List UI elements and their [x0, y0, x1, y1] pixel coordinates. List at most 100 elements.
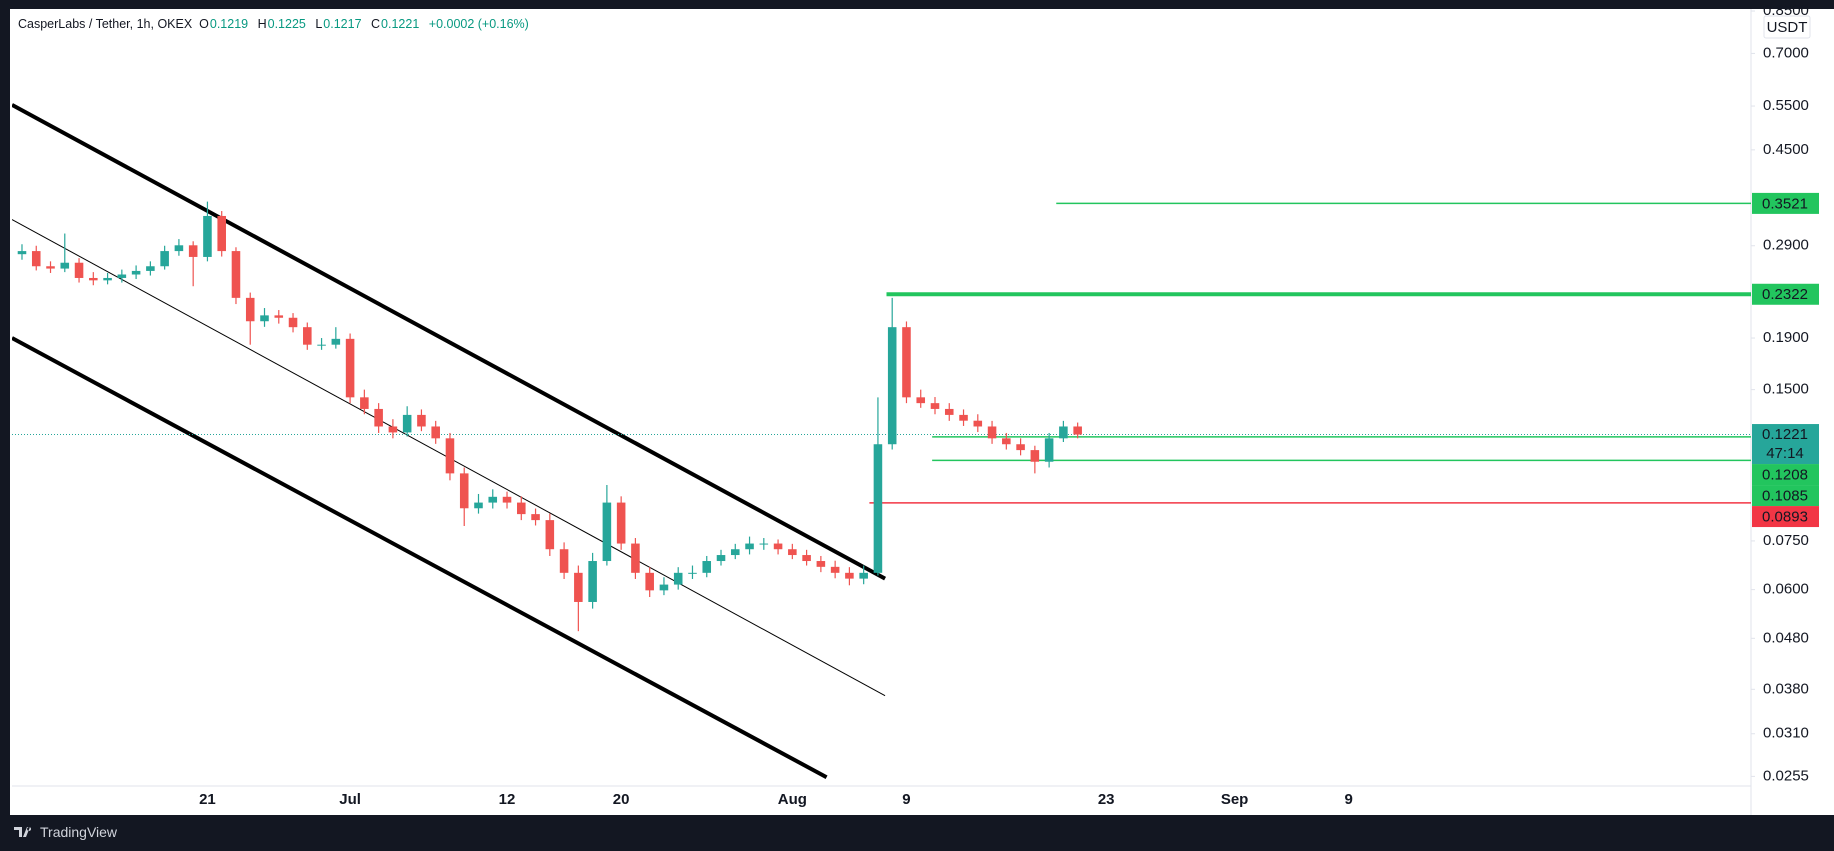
level-price-label: 0.0893 [1762, 509, 1808, 526]
y-tick-label: 0.0310 [1763, 725, 1809, 742]
level-price-box [1752, 464, 1819, 486]
level-price-label: 0.1085 [1762, 488, 1808, 505]
x-tick-label: 12 [499, 791, 516, 808]
candle-body [317, 344, 326, 346]
chart-background [10, 9, 1834, 815]
candle-body [488, 496, 498, 503]
candle-body [402, 414, 412, 433]
candle-body [17, 251, 27, 255]
candle-body [374, 408, 383, 427]
candle-body [288, 317, 298, 328]
candle-body [602, 502, 612, 562]
candle-body [830, 566, 840, 573]
candle-body [360, 397, 369, 409]
candle-body [574, 572, 583, 602]
y-tick-label: 0.0255 [1763, 767, 1809, 784]
candle-body [944, 408, 954, 415]
y-tick-label: 0.7000 [1763, 44, 1809, 61]
y-tick-label: 0.1900 [1763, 329, 1809, 346]
candle-body [631, 543, 640, 573]
candle-body [616, 502, 626, 544]
symbol[interactable]: CasperLabs / Tether, 1h, OKEX [18, 17, 193, 31]
candle-body [260, 315, 269, 322]
x-tick-label: 9 [1345, 791, 1353, 808]
candle-body [46, 266, 55, 269]
candle-body [31, 251, 41, 267]
candle-body [816, 561, 826, 567]
candle-body [916, 397, 926, 404]
candle-body [1059, 426, 1068, 439]
symbol-legend: CasperLabs / Tether, 1h, OKEX O0.1219 H0… [18, 17, 535, 31]
candle-body [559, 549, 569, 573]
candle-body [716, 555, 726, 562]
high-value: 0.1225 [267, 17, 306, 31]
candle-body [517, 502, 526, 515]
candle-body [146, 266, 155, 271]
candle-body [274, 315, 284, 318]
plot-area [12, 103, 1751, 779]
y-tick-label: 0.2900 [1763, 237, 1809, 254]
candle-body [702, 561, 712, 573]
brand[interactable]: TradingView [40, 824, 118, 840]
candle-body [859, 572, 868, 579]
x-tick-label: Jul [339, 791, 361, 808]
candle-body [1073, 426, 1082, 435]
candle-body [103, 277, 112, 281]
candle-body [730, 549, 740, 556]
level-price-label: 0.3521 [1762, 195, 1808, 212]
candle-body [902, 327, 911, 398]
x-tick-label: Sep [1221, 791, 1249, 808]
candle-body [245, 297, 255, 322]
x-tick-label: 21 [199, 791, 216, 808]
x-tick-label: 23 [1098, 791, 1115, 808]
candle-body [131, 270, 141, 275]
candle-body [431, 426, 440, 439]
candle-body [531, 514, 540, 521]
candle-body [1030, 450, 1040, 462]
candle-body [673, 572, 683, 585]
x-tick-label: 20 [613, 791, 630, 808]
low-label: L [315, 17, 323, 31]
candle-body [987, 426, 997, 439]
candle-body [1016, 444, 1025, 451]
open-value: 0.1219 [209, 17, 249, 31]
trend-line [12, 336, 828, 779]
candle-body [331, 338, 341, 345]
candle-body [474, 502, 483, 509]
candle-body [845, 572, 854, 579]
candle-body [645, 572, 654, 591]
candle-body [930, 403, 940, 409]
x-tick-label: Aug [778, 791, 807, 808]
level-price-box [1752, 192, 1819, 214]
currency-unit: USDT [1767, 19, 1808, 36]
close-label: C [371, 17, 381, 31]
y-tick-label: 0.8500 [1763, 2, 1809, 19]
level-price-box [1752, 506, 1819, 528]
y-tick-label: 0.0600 [1763, 581, 1809, 598]
currency-box [1763, 15, 1811, 39]
y-tick-label: 0.4500 [1763, 141, 1809, 158]
candle-body [773, 543, 783, 550]
countdown-label: 47:14 [1766, 445, 1804, 462]
candle-body [688, 572, 697, 574]
candle-body [231, 251, 241, 298]
x-tick-label: 9 [902, 791, 910, 808]
candle-body [188, 245, 198, 257]
candle-body [89, 277, 98, 281]
level-price-box [1752, 283, 1819, 305]
candle-body [174, 245, 184, 252]
candle-body [445, 438, 455, 474]
level-price-box [1752, 485, 1819, 507]
y-tick-label: 0.0480 [1763, 629, 1809, 646]
candle-body [502, 496, 512, 503]
candle-body [788, 549, 797, 556]
candle-body [1044, 438, 1054, 462]
y-tick-label: 0.0380 [1763, 680, 1809, 697]
candle-body [545, 520, 555, 550]
level-price-label: 0.1208 [1762, 467, 1808, 484]
logo-icon[interactable] [14, 826, 34, 838]
candle-body [459, 473, 469, 509]
y-tick-label: 0.5500 [1763, 97, 1809, 114]
